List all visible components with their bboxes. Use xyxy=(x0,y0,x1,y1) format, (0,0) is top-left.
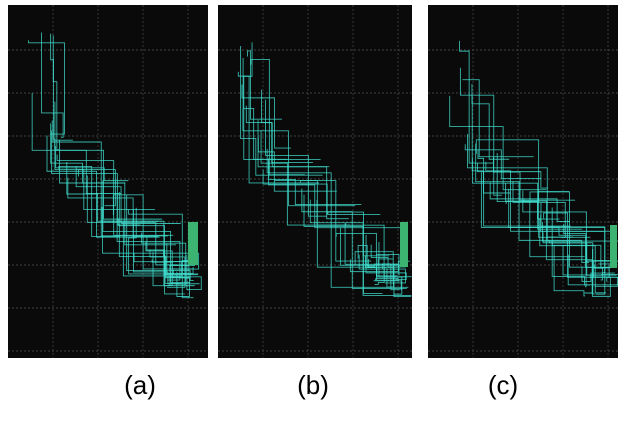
wire xyxy=(59,139,176,246)
wire xyxy=(542,221,590,263)
wire xyxy=(471,83,510,160)
wire xyxy=(52,35,60,151)
wire xyxy=(357,245,375,267)
wire xyxy=(365,235,407,280)
wire xyxy=(41,32,64,138)
wire xyxy=(344,223,399,265)
wire xyxy=(542,232,594,294)
wire xyxy=(327,211,383,294)
wire xyxy=(86,175,178,266)
wire xyxy=(464,144,542,179)
wire xyxy=(163,250,182,284)
wire xyxy=(300,180,400,268)
wire xyxy=(594,276,618,287)
wire xyxy=(477,150,571,227)
wire xyxy=(31,92,122,194)
wire xyxy=(475,139,591,238)
panel-a xyxy=(8,5,208,358)
wire xyxy=(496,153,570,203)
wire xyxy=(145,241,191,279)
wire xyxy=(243,42,321,160)
wire xyxy=(118,218,185,295)
wire xyxy=(128,209,194,299)
wire xyxy=(51,130,141,226)
wire xyxy=(100,206,195,287)
panel-label: (b) xyxy=(297,370,329,400)
wire xyxy=(358,254,406,284)
panel-b xyxy=(218,5,412,358)
wire xyxy=(459,40,494,164)
wire xyxy=(166,243,194,274)
wire xyxy=(54,101,156,210)
wire xyxy=(102,180,191,284)
wire xyxy=(449,95,547,191)
wire xyxy=(149,249,186,288)
wire xyxy=(477,163,549,189)
wire xyxy=(55,146,129,182)
wire xyxy=(543,212,618,278)
io-block xyxy=(188,222,198,265)
wire xyxy=(553,245,586,297)
wire xyxy=(58,165,121,237)
wire xyxy=(364,256,405,278)
wire xyxy=(480,172,587,236)
wire xyxy=(257,120,349,220)
wire xyxy=(241,84,291,149)
wire xyxy=(28,40,65,135)
wire xyxy=(266,148,409,288)
panel-label: (a) xyxy=(124,370,156,400)
panel-c xyxy=(428,5,618,358)
wire xyxy=(250,59,305,176)
wire xyxy=(545,237,595,295)
wire xyxy=(493,156,576,201)
wire xyxy=(268,158,403,229)
wire xyxy=(240,45,323,176)
wire xyxy=(118,192,184,278)
wire xyxy=(471,158,583,230)
wire xyxy=(112,194,194,270)
wire xyxy=(539,218,607,294)
wire xyxy=(489,182,571,222)
wire xyxy=(370,244,406,268)
wire xyxy=(376,254,400,276)
io-block xyxy=(400,222,408,267)
wire xyxy=(247,50,282,120)
wire xyxy=(116,195,181,281)
wire xyxy=(242,108,356,207)
wire xyxy=(262,169,381,215)
routing xyxy=(28,32,618,299)
wire xyxy=(301,188,407,289)
wire xyxy=(260,130,351,226)
panel-label: (c) xyxy=(488,370,518,400)
wire xyxy=(78,169,116,207)
wire xyxy=(471,96,511,194)
io-block xyxy=(610,225,617,268)
wire xyxy=(141,232,187,285)
wire xyxy=(529,191,610,268)
wire xyxy=(128,207,199,275)
wire xyxy=(335,232,398,277)
wire xyxy=(354,251,394,281)
wire xyxy=(75,166,181,224)
wire xyxy=(459,67,502,196)
wire xyxy=(373,280,402,291)
